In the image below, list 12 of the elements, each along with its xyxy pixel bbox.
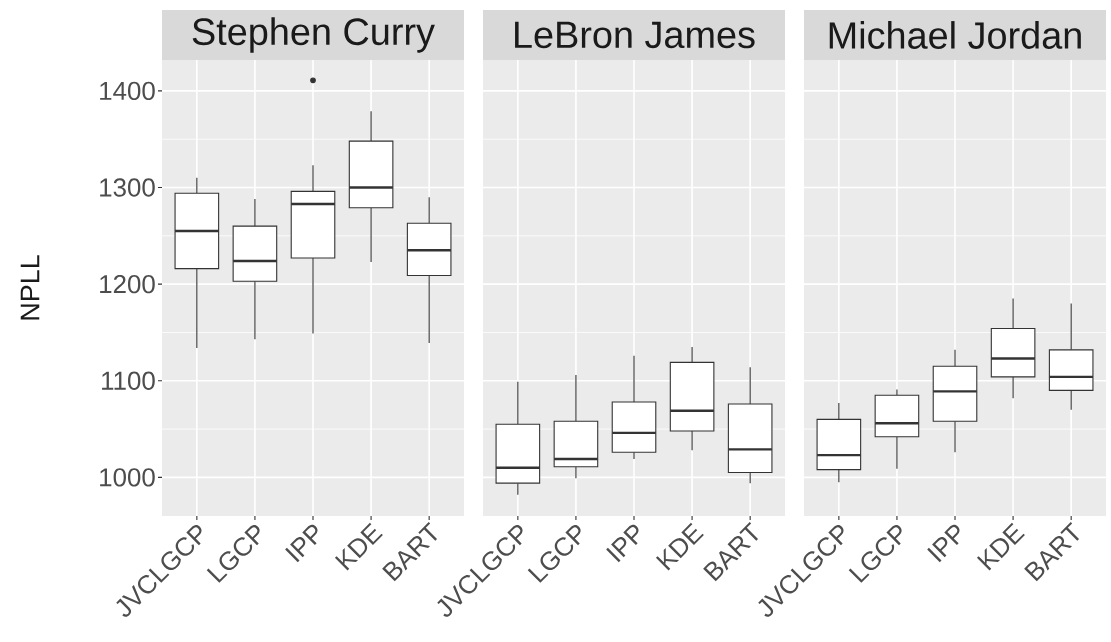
x-tick-label: IPP <box>285 524 318 563</box>
chart-title: Stephen Curry <box>192 17 435 53</box>
y-tick-label: 1200 <box>100 274 155 294</box>
chart-title: LeBron James <box>515 21 755 49</box>
y-tick-label: 1000 <box>100 468 155 487</box>
y-tick-label: 1400 <box>100 81 155 101</box>
y-tick-label: 1300 <box>100 178 155 197</box>
chart-title: Michael Jordan <box>829 21 1081 49</box>
x-tick-label: IPP <box>606 524 639 563</box>
x-tick-label: IPP <box>927 524 960 563</box>
y-tick-label: 1100 <box>102 371 155 390</box>
y-axis-title: NPLL <box>20 255 40 320</box>
